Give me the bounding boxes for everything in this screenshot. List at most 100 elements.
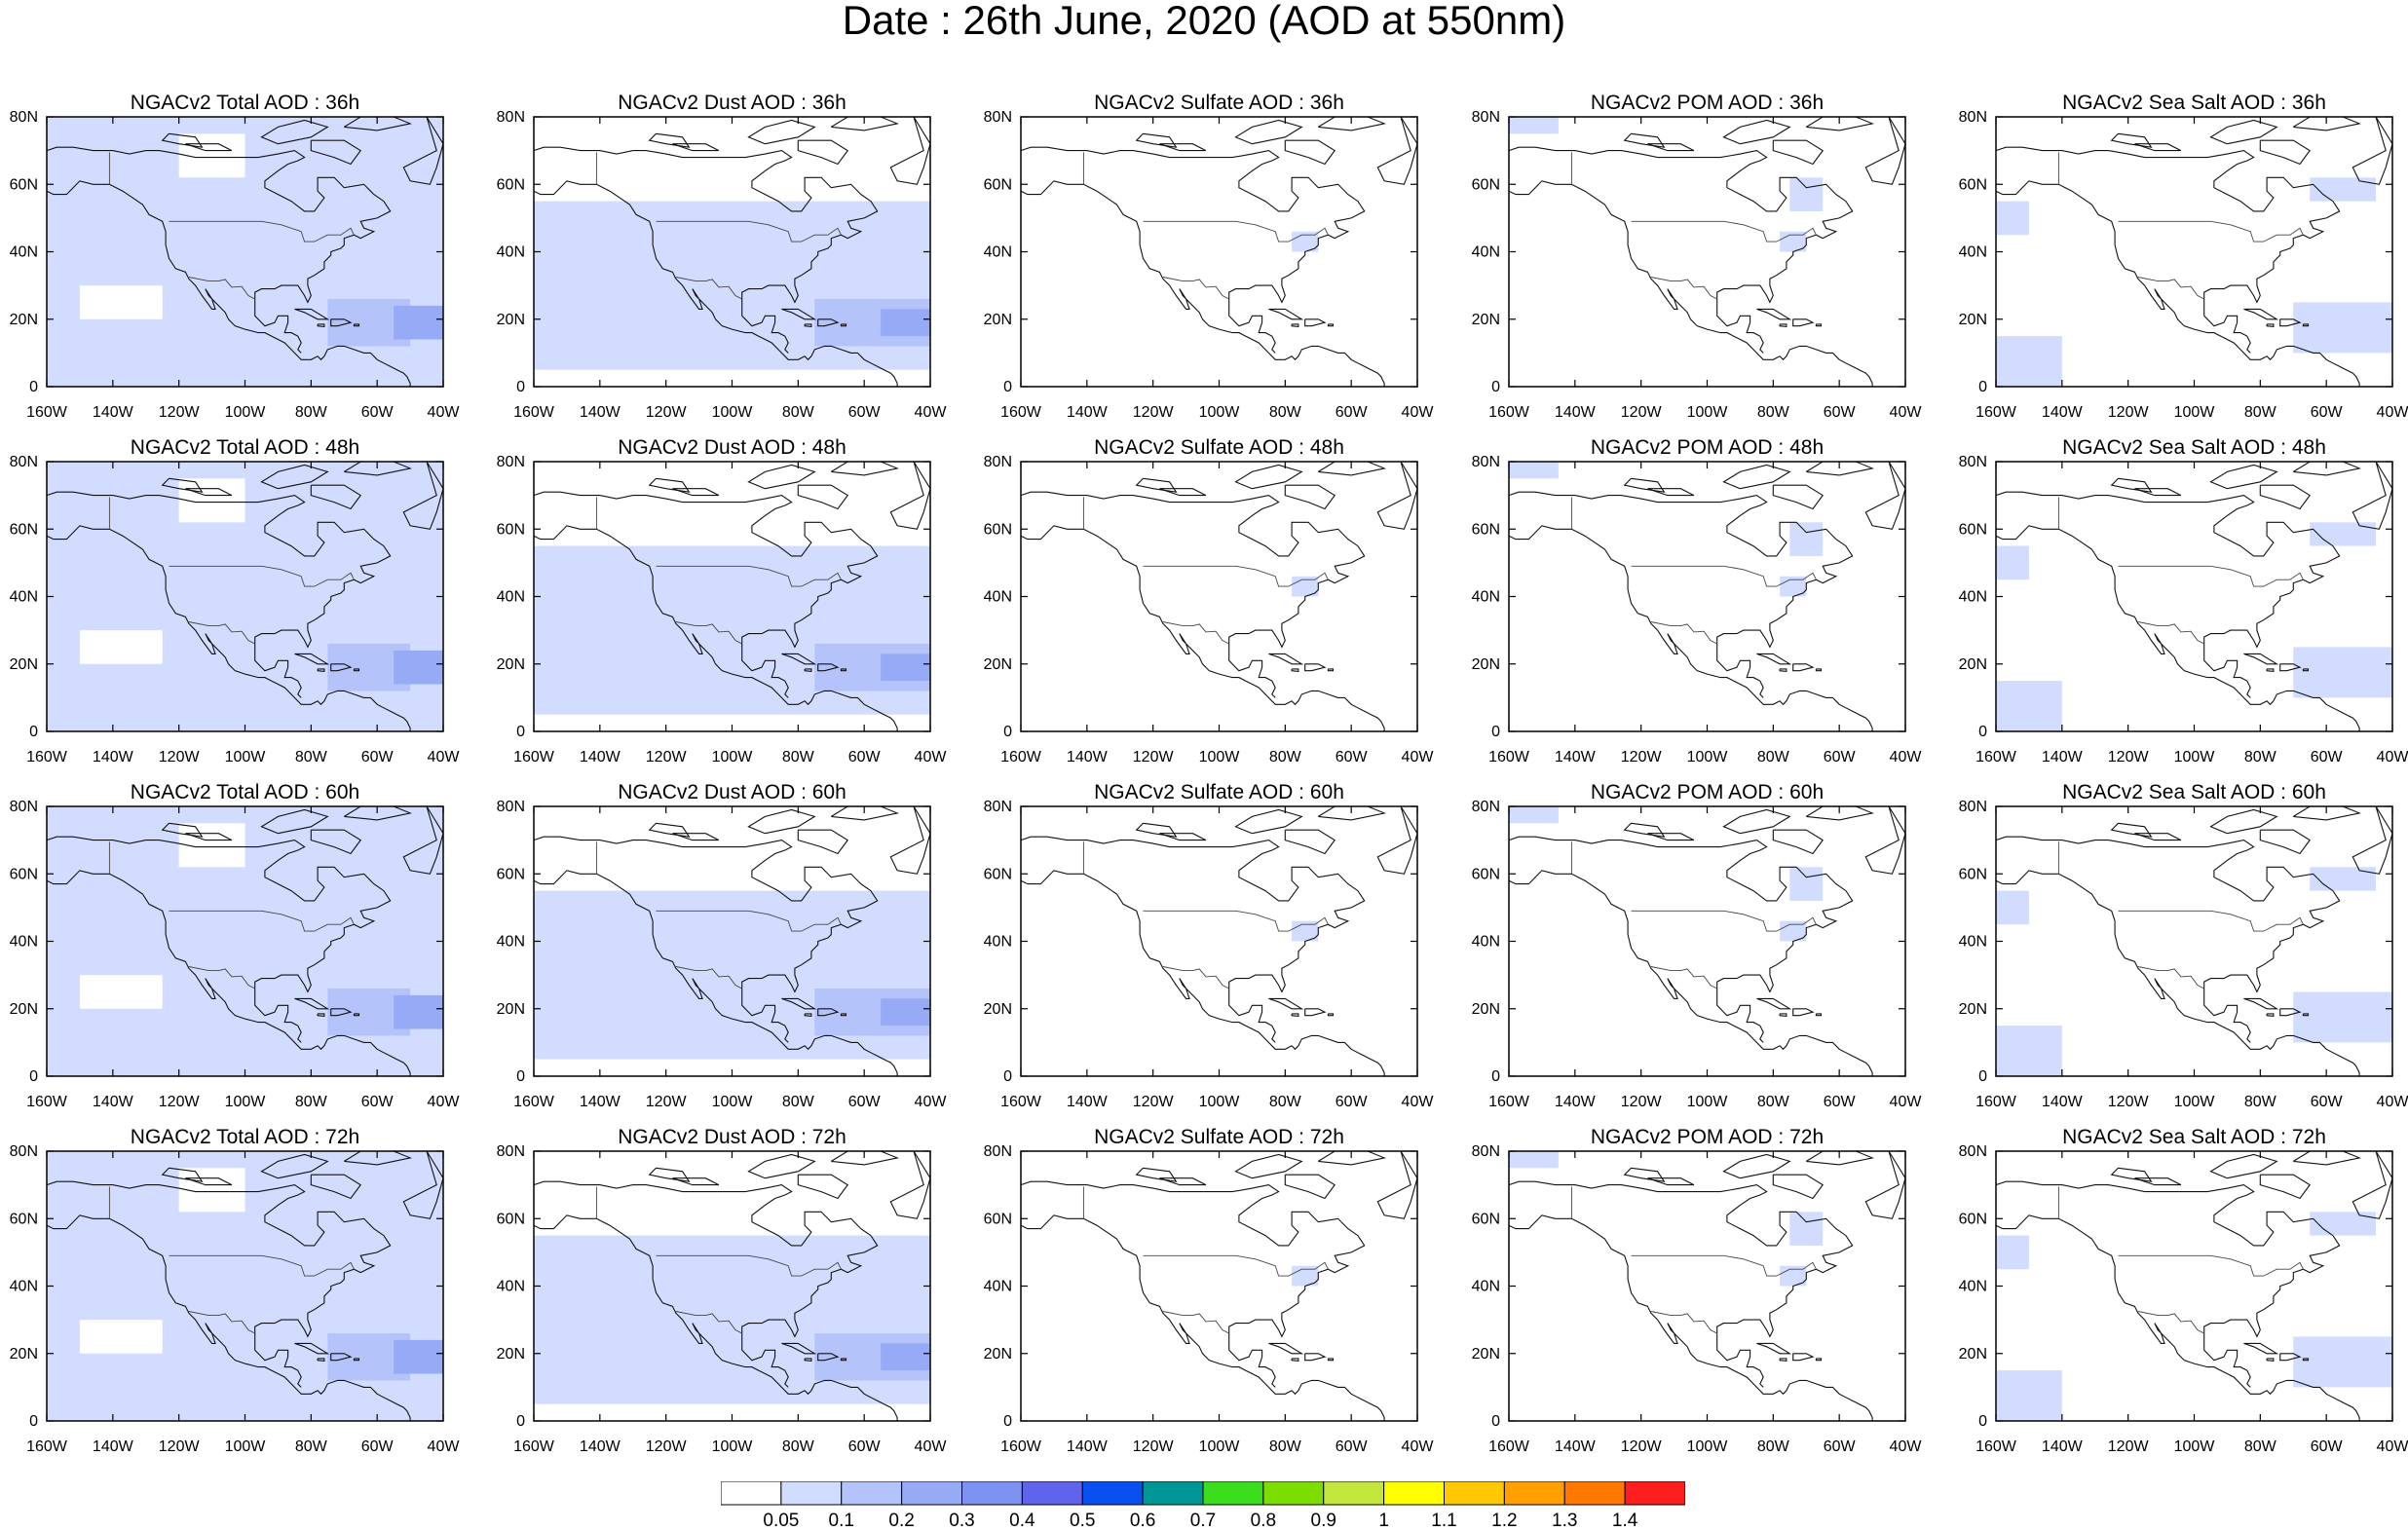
map-panel-sulfate-36h: NGACv2 Sulfate AOD : 36h 0 20N 40N 60N 80N 160… bbox=[984, 92, 1435, 421]
lon-tick-label: 100W bbox=[712, 404, 754, 421]
lat-tick-label: 40N bbox=[497, 244, 525, 261]
colorbar-swatch bbox=[1624, 1481, 1685, 1506]
country-border bbox=[675, 621, 742, 645]
coastline bbox=[330, 1353, 353, 1362]
coastline bbox=[864, 1150, 931, 1219]
coastline bbox=[1268, 653, 1304, 665]
colorbar-swatch bbox=[1323, 1481, 1385, 1506]
lon-tick-label: 40W bbox=[915, 1438, 948, 1455]
coastline bbox=[1508, 491, 1854, 649]
lon-tick-label: 40W bbox=[428, 404, 461, 421]
aod-region bbox=[394, 1339, 443, 1374]
aod-region bbox=[394, 305, 443, 340]
lon-tick-label: 40W bbox=[915, 404, 948, 421]
map-panel-seasalt-36h: NGACv2 Sea Salt AOD : 36h 0 20N 40N 60N 80N 16… bbox=[1959, 92, 2408, 421]
coastline bbox=[1839, 116, 1906, 185]
coastline bbox=[260, 808, 329, 835]
panel-title: NGACv2 POM AOD : 72h bbox=[1591, 1126, 1824, 1148]
lon-tick-label: 140W bbox=[1067, 404, 1109, 421]
coastline bbox=[1815, 323, 1823, 327]
lon-tick-label: 100W bbox=[225, 749, 267, 766]
coastline bbox=[2243, 653, 2279, 665]
coastline bbox=[1806, 805, 1874, 821]
map-panel-total-48h: NGACv2 Total AOD : 48h 0 20N 40N 60N 80N 160W 1… bbox=[10, 436, 461, 766]
lon-tick-label: 100W bbox=[1687, 749, 1729, 766]
coastline bbox=[840, 668, 847, 672]
coastline bbox=[260, 464, 329, 490]
map-panel-dust-36h: NGACv2 Dust AOD : 36h 0 20N 40N 60N 80N 160W 14… bbox=[497, 92, 948, 421]
lon-tick-label: 60W bbox=[848, 404, 882, 421]
lon-tick-label: 100W bbox=[225, 1438, 267, 1455]
coastline bbox=[1020, 180, 1385, 387]
coastline bbox=[1318, 116, 1386, 131]
coastline bbox=[672, 1177, 720, 1186]
coastline bbox=[1291, 668, 1299, 673]
lat-tick-label: 20N bbox=[984, 656, 1012, 673]
coastline bbox=[533, 491, 879, 649]
coastline bbox=[1268, 308, 1304, 320]
country-border bbox=[2118, 220, 2304, 243]
coastline bbox=[1647, 1177, 1695, 1186]
coastline bbox=[1159, 143, 1207, 152]
coastline bbox=[344, 1150, 412, 1166]
lon-tick-label: 80W bbox=[1757, 404, 1790, 421]
panel-title: NGACv2 Total AOD : 60h bbox=[131, 781, 359, 803]
lon-tick-label: 120W bbox=[1133, 1438, 1175, 1455]
coastline bbox=[254, 299, 302, 354]
coastline bbox=[2293, 805, 2361, 821]
lon-tick-label: 160W bbox=[26, 1094, 68, 1110]
coastline bbox=[1995, 525, 2360, 731]
coastline bbox=[1284, 829, 1336, 855]
lon-tick-label: 60W bbox=[1824, 1094, 1857, 1110]
lon-tick-label: 60W bbox=[361, 1094, 395, 1110]
coastline bbox=[648, 477, 691, 493]
coastline bbox=[353, 323, 360, 327]
map-panel-sulfate-72h: NGACv2 Sulfate AOD : 72h 0 20N 40N 60N 80N 160… bbox=[984, 1126, 1435, 1455]
aod-region bbox=[1509, 462, 1559, 479]
coastline bbox=[817, 318, 840, 327]
lon-tick-label: 120W bbox=[2108, 404, 2150, 421]
coastline bbox=[353, 668, 360, 672]
coastline bbox=[1284, 139, 1336, 166]
lat-tick-label: 40N bbox=[497, 1279, 525, 1295]
coastline bbox=[1995, 870, 2360, 1076]
lon-tick-label: 60W bbox=[1336, 1438, 1369, 1455]
lon-tick-label: 120W bbox=[1621, 749, 1663, 766]
aod-region bbox=[1789, 1212, 1824, 1246]
colorbar-label: 0.3 bbox=[949, 1511, 974, 1528]
coastline bbox=[1995, 146, 2341, 304]
coastline bbox=[1228, 989, 1276, 1043]
panel-title: NGACv2 Dust AOD : 72h bbox=[618, 1126, 847, 1148]
map-panel-dust-60h: NGACv2 Dust AOD : 60h 0 20N 40N 60N 80N 160W 14… bbox=[497, 781, 948, 1110]
colorbar-swatch bbox=[841, 1481, 903, 1506]
lon-tick-label: 40W bbox=[2377, 1438, 2408, 1455]
coastline bbox=[1304, 318, 1327, 327]
lon-tick-label: 140W bbox=[1067, 1094, 1109, 1110]
aod-region bbox=[1509, 806, 1559, 824]
coastline bbox=[2279, 318, 2302, 327]
coastline bbox=[747, 464, 816, 490]
coastline bbox=[46, 525, 411, 731]
aod-region bbox=[2310, 177, 2377, 202]
aod-region bbox=[1996, 1026, 2062, 1076]
coastline bbox=[1722, 464, 1791, 490]
lon-tick-label: 120W bbox=[2108, 749, 2150, 766]
aod-region bbox=[2310, 867, 2377, 891]
lon-tick-label: 120W bbox=[2108, 1094, 2150, 1110]
coastline bbox=[310, 829, 361, 855]
coastline bbox=[1623, 477, 1666, 493]
lat-tick-label: 0 bbox=[1003, 379, 1012, 395]
coastline bbox=[831, 116, 899, 131]
country-border bbox=[1143, 565, 1329, 587]
lon-tick-label: 80W bbox=[2244, 749, 2277, 766]
coastline bbox=[817, 1008, 840, 1017]
aod-region bbox=[1996, 201, 2029, 236]
aod-region bbox=[1996, 890, 2029, 925]
map-panel-total-36h: NGACv2 Total AOD : 36h 0 20N 40N 60N 80N 160W 1… bbox=[10, 92, 461, 421]
coastline bbox=[1756, 1342, 1792, 1355]
lon-tick-label: 100W bbox=[2174, 749, 2216, 766]
lat-tick-label: 0 bbox=[1978, 1413, 1987, 1430]
coastline bbox=[2326, 805, 2393, 875]
coastline bbox=[1839, 1150, 1906, 1219]
coastline bbox=[2243, 308, 2279, 320]
